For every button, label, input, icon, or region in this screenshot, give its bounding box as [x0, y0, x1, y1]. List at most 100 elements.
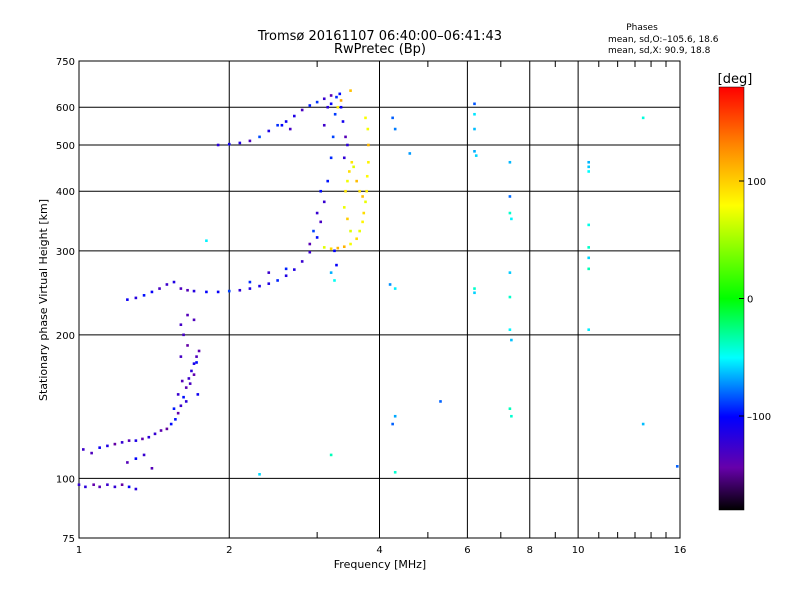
data-point — [474, 154, 478, 157]
data-point — [248, 139, 252, 143]
data-point — [367, 160, 370, 164]
data-point — [358, 189, 361, 193]
y-tick-label: 600 — [56, 103, 75, 114]
data-point — [331, 135, 335, 139]
data-point — [333, 279, 336, 282]
data-point — [315, 236, 319, 239]
data-point — [187, 377, 191, 380]
data-point — [349, 242, 352, 246]
data-point — [358, 229, 361, 233]
data-point — [355, 179, 358, 183]
data-point — [473, 127, 476, 131]
data-point — [341, 120, 345, 123]
data-point — [267, 271, 271, 274]
data-point — [587, 160, 590, 164]
data-point — [338, 92, 342, 96]
data-point — [508, 407, 512, 411]
data-point — [147, 435, 151, 439]
phase-info-title: Phases — [626, 23, 658, 33]
data-point — [333, 112, 337, 116]
data-point — [322, 123, 326, 127]
data-point — [508, 195, 512, 198]
phase-info-o: mean, sd,O:–105.6, 18.6 — [608, 35, 719, 45]
data-point — [342, 156, 346, 160]
data-point — [142, 453, 146, 457]
data-point — [90, 451, 93, 455]
data-point — [346, 179, 349, 183]
data-point — [216, 290, 220, 294]
data-point — [322, 246, 326, 249]
data-point — [192, 289, 196, 293]
data-point — [315, 100, 319, 104]
data-point — [319, 189, 323, 193]
data-point — [365, 174, 369, 178]
data-point — [315, 211, 319, 215]
data-point — [192, 362, 196, 365]
colorbar-tick-label: –100 — [747, 412, 771, 423]
y-tick-label: 100 — [56, 474, 75, 485]
phase-info-x: mean, sd,X: 90.9, 18.8 — [608, 46, 711, 56]
data-point — [293, 114, 296, 118]
data-point — [364, 116, 367, 120]
data-point — [349, 229, 352, 233]
data-point — [182, 333, 185, 337]
data-point — [388, 283, 392, 286]
data-point — [344, 135, 347, 139]
data-point — [391, 422, 394, 426]
data-point — [134, 487, 138, 491]
data-point — [126, 461, 129, 464]
x-tick-label: 16 — [674, 545, 687, 556]
data-point — [344, 189, 347, 193]
x-tick-label: 8 — [527, 545, 533, 556]
chart-subtitle: RwPretec (Bp) — [334, 42, 426, 57]
data-point — [587, 246, 590, 249]
data-point — [587, 256, 590, 260]
data-point — [335, 263, 338, 267]
data-point — [179, 404, 183, 408]
data-point — [192, 373, 196, 376]
data-point — [195, 361, 198, 364]
data-point — [174, 418, 177, 421]
data-point — [510, 217, 513, 221]
data-point — [126, 298, 129, 301]
data-point — [172, 407, 176, 411]
data-point — [288, 127, 292, 131]
data-point — [192, 318, 196, 322]
data-point — [393, 287, 397, 290]
data-point — [508, 271, 512, 274]
data-point — [141, 437, 144, 441]
data-point — [308, 250, 312, 254]
data-point — [134, 439, 138, 442]
x-tick-label: 1 — [76, 545, 82, 556]
data-point — [473, 291, 476, 295]
data-point — [361, 195, 364, 198]
data-point — [361, 220, 364, 224]
data-point — [293, 268, 296, 271]
data-point — [300, 260, 304, 263]
data-point — [284, 267, 288, 271]
data-point — [319, 220, 323, 224]
data-point — [312, 229, 315, 233]
data-point — [98, 485, 101, 489]
data-point — [339, 105, 343, 109]
data-point — [329, 102, 333, 106]
data-point — [106, 444, 109, 448]
data-point — [641, 422, 645, 426]
data-point — [508, 328, 512, 331]
data-point — [186, 344, 189, 347]
data-point — [342, 206, 346, 209]
data-point — [587, 223, 590, 227]
data-point — [188, 382, 192, 385]
data-point — [176, 411, 180, 415]
data-point — [158, 287, 161, 290]
data-point — [227, 289, 231, 293]
data-point — [393, 127, 397, 131]
data-point — [342, 245, 346, 249]
data-point — [300, 108, 304, 112]
data-point — [248, 287, 252, 290]
data-point — [346, 143, 349, 147]
data-point — [366, 127, 370, 131]
data-point — [391, 116, 394, 120]
x-tick-label: 6 — [464, 545, 470, 556]
